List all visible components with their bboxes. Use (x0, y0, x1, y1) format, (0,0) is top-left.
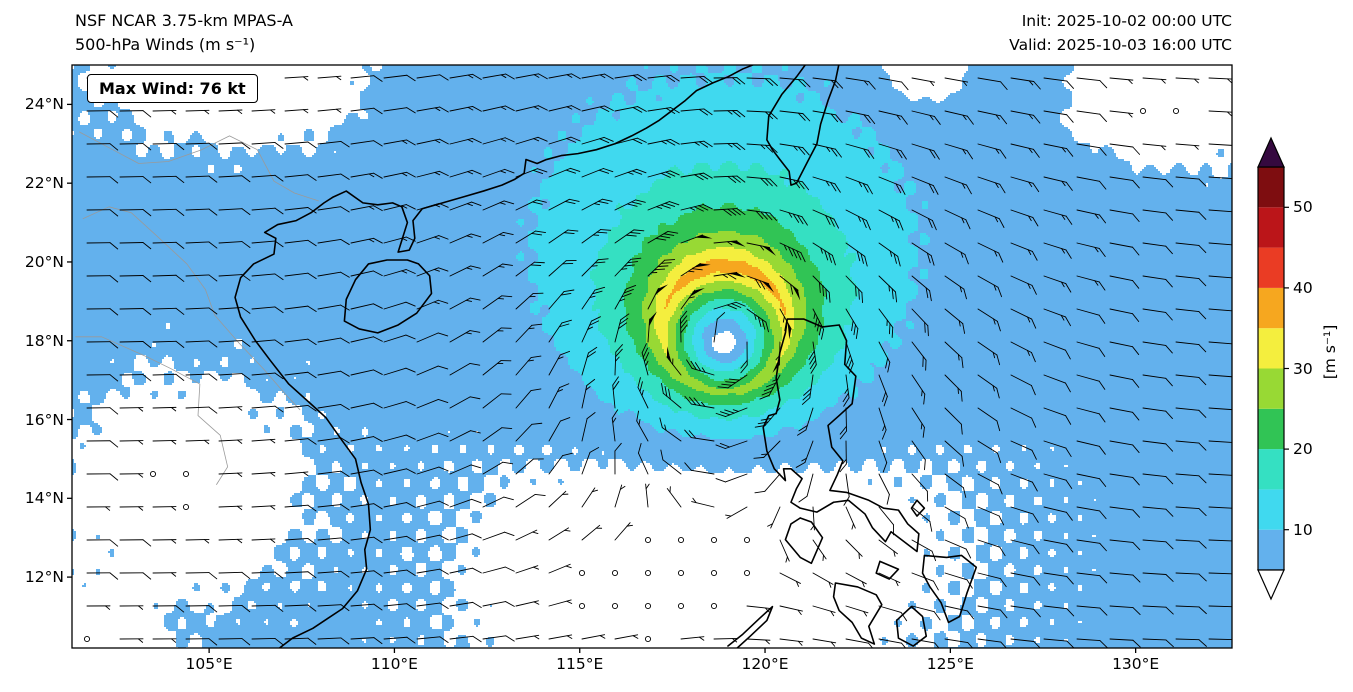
chart-title: NSF NCAR 3.75-km MPAS-A 500-hPa Winds (m… (75, 9, 293, 57)
colorbar-tick-label: 40 (1293, 278, 1313, 297)
chart-title-line2: 500-hPa Winds (m s⁻¹) (75, 35, 256, 54)
x-tick-label: 115°E (556, 655, 604, 673)
colorbar-tick-label: 30 (1293, 359, 1313, 378)
x-tick-label: 125°E (926, 655, 974, 673)
y-tick-label: 20°N (24, 252, 64, 271)
init-time-label: Init: 2025-10-02 00:00 UTC (1021, 12, 1232, 30)
x-tick-label: 110°E (370, 655, 418, 673)
x-tick-label: 120°E (741, 655, 789, 673)
y-tick-label: 12°N (24, 568, 64, 587)
y-tick-label: 24°N (24, 95, 64, 114)
y-tick-label: 16°N (24, 410, 64, 429)
x-tick-label: 130°E (1112, 655, 1160, 673)
colorbar-unit-label: [m s⁻¹] (1321, 324, 1339, 380)
y-tick-label: 14°N (24, 489, 64, 508)
colorbar-tick-label: 20 (1293, 440, 1313, 459)
colorbar-tick-label: 50 (1293, 198, 1313, 217)
max-wind-badge: Max Wind: 76 kt (87, 74, 258, 103)
chart-title-line1: NSF NCAR 3.75-km MPAS-A (75, 11, 293, 30)
y-tick-label: 18°N (24, 331, 64, 350)
x-tick-label: 105°E (185, 655, 233, 673)
y-tick-label: 22°N (24, 174, 64, 193)
colorbar-tick-label: 10 (1293, 520, 1313, 539)
run-times: Init: 2025-10-02 00:00 UTC Valid: 2025-1… (1009, 9, 1232, 57)
valid-time-label: Valid: 2025-10-03 16:00 UTC (1009, 36, 1232, 54)
